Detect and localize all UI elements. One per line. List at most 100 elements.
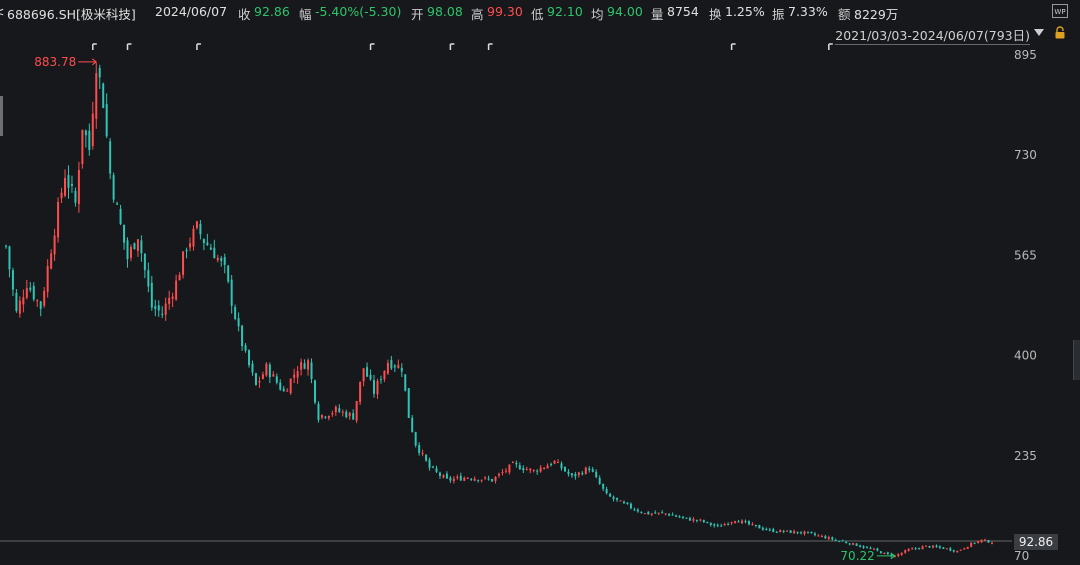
candle-body: [477, 479, 480, 481]
candle-body: [671, 514, 674, 516]
candle-body: [43, 290, 46, 306]
candle-body: [945, 548, 948, 550]
candle-body: [966, 546, 969, 549]
candle-body: [581, 472, 584, 475]
candle-body: [824, 536, 827, 539]
candle-body: [18, 300, 21, 314]
amount-value: 8229万: [854, 7, 899, 22]
candle-body: [220, 257, 223, 262]
y-tick-label: 895: [1014, 48, 1037, 62]
candle-body: [366, 367, 369, 377]
candle-body: [230, 279, 233, 306]
candle-body: [425, 454, 428, 461]
candle-body: [640, 512, 643, 514]
candle-body: [952, 550, 955, 552]
low-label: 低: [531, 7, 544, 22]
candle-body: [157, 305, 160, 311]
high-value: 99.30: [487, 4, 523, 19]
event-marker: [730, 43, 736, 50]
stock-code[interactable]: 688696.SH[极米科技]: [7, 7, 136, 22]
event-marker: [196, 43, 201, 50]
candle-body: [845, 541, 848, 544]
candle-body: [504, 470, 507, 472]
candle-body: [827, 537, 830, 539]
candle-body: [296, 371, 299, 378]
candle-body: [265, 363, 268, 376]
quote-header: < 688696.SH[极米科技] 2024/06/07 收 92.86 幅 -…: [0, 0, 1080, 22]
candle-body: [320, 414, 323, 418]
candle-body: [404, 374, 407, 391]
candle-body: [970, 542, 973, 547]
candle-body: [241, 325, 244, 347]
amplitude-value: 7.33%: [788, 4, 828, 19]
candle-body: [591, 469, 594, 472]
candle-body: [751, 524, 754, 526]
candle-body: [102, 83, 105, 108]
candle-body: [67, 174, 70, 188]
candle-body: [352, 413, 355, 420]
candle-body: [421, 452, 424, 454]
candle-body: [268, 364, 271, 378]
candle-body: [11, 270, 14, 290]
candle-body: [442, 475, 445, 478]
candle-body: [84, 130, 87, 136]
candle-body: [557, 462, 560, 464]
candle-body: [373, 380, 376, 394]
date-range-selector[interactable]: 2021/03/03-2024/06/07(793日): [835, 25, 1030, 45]
triangle-down-icon[interactable]: [1034, 29, 1044, 36]
candle-body: [682, 516, 685, 518]
candle-body: [675, 515, 678, 517]
candle-body: [859, 545, 862, 547]
right-scroll-handle[interactable]: [1073, 340, 1080, 380]
candle-body: [862, 546, 865, 548]
change-value: -5.40%(-5.30): [315, 4, 402, 19]
candle-body: [786, 530, 789, 532]
candle-body: [702, 520, 705, 523]
candle-body: [501, 472, 504, 474]
candle-body: [775, 531, 778, 533]
candle-body: [647, 511, 650, 515]
candle-body: [129, 246, 132, 258]
candle-body: [925, 545, 928, 547]
candle-body: [699, 519, 702, 521]
candle-body: [612, 496, 615, 499]
candle-body: [928, 545, 931, 548]
candle-body: [942, 547, 945, 549]
candle-body: [636, 509, 639, 512]
candle-body: [629, 503, 632, 509]
candle-body: [897, 554, 900, 556]
candle-body: [560, 463, 563, 469]
candle-body: [935, 545, 938, 548]
candle-body: [879, 551, 882, 554]
candle-body: [261, 374, 264, 379]
open-value: 98.08: [427, 4, 463, 19]
candle-body: [550, 463, 553, 466]
candle-body: [737, 521, 740, 523]
candle-body: [355, 401, 358, 421]
candle-body: [984, 539, 987, 541]
candle-body: [324, 416, 327, 418]
candle-body: [480, 479, 483, 481]
candle-body: [602, 483, 605, 489]
candle-body: [98, 68, 101, 78]
candle-body: [438, 472, 441, 476]
candle-body: [32, 285, 35, 300]
candle-body: [81, 129, 84, 165]
candle-body: [473, 478, 476, 481]
wp-icon[interactable]: WP: [1052, 4, 1068, 18]
candle-body: [386, 362, 389, 374]
candle-body: [414, 432, 417, 446]
event-marker: [369, 43, 375, 50]
lock-icon[interactable]: [1054, 26, 1066, 39]
candle-body: [959, 549, 962, 551]
candle-body: [310, 362, 313, 379]
candle-body: [695, 519, 698, 521]
candle-body: [793, 531, 796, 534]
candle-body: [334, 406, 337, 413]
candle-body: [741, 520, 744, 524]
candle-body: [709, 522, 712, 525]
candle-body: [393, 365, 396, 368]
min-arrow: [890, 552, 896, 560]
left-scroll-edge[interactable]: [0, 96, 3, 136]
candle-body: [50, 253, 53, 269]
